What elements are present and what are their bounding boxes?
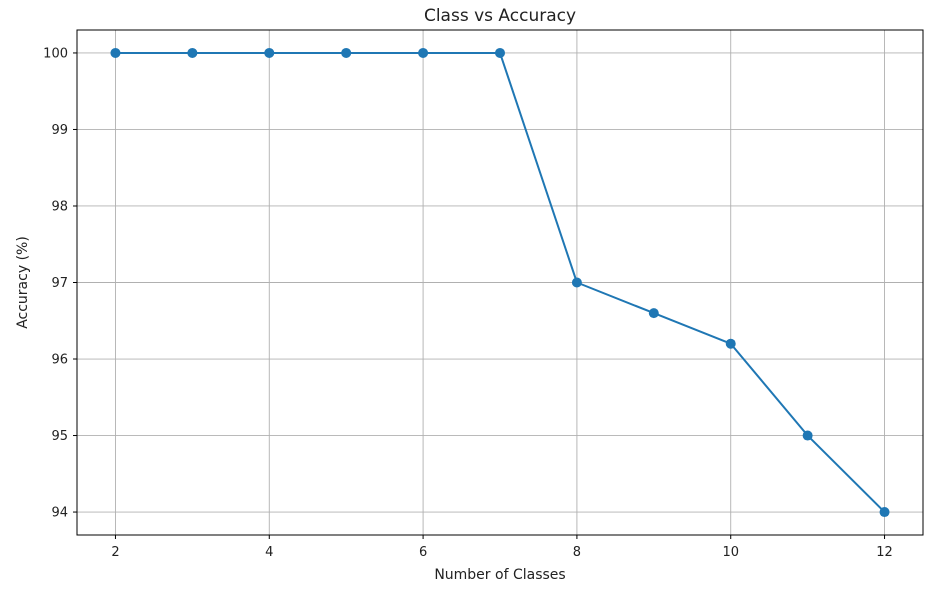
x-tick-label: 12	[876, 545, 893, 560]
y-tick-label: 96	[51, 353, 68, 368]
x-tick-label: 4	[265, 545, 273, 560]
chart-title: Class vs Accuracy	[424, 6, 576, 26]
y-tick-label: 97	[51, 276, 68, 291]
y-tick-label: 95	[51, 429, 68, 444]
data-point	[264, 47, 275, 58]
data-point	[725, 338, 736, 349]
y-tick-label: 99	[51, 123, 68, 138]
y-axis-title: Accuracy (%)	[15, 236, 31, 329]
data-point	[571, 277, 582, 288]
y-tick-label: 94	[51, 506, 68, 521]
data-point	[418, 47, 429, 58]
x-axis-title: Number of Classes	[434, 567, 565, 583]
x-tick-label: 8	[573, 545, 581, 560]
y-tick-label: 100	[43, 46, 68, 61]
data-point	[341, 47, 352, 58]
y-tick-label: 98	[51, 199, 68, 214]
data-point	[187, 47, 198, 58]
axis-ticks: 2 4 6 8 10 12 94 95 96 97 98 99 100	[43, 46, 893, 560]
x-tick-label: 6	[419, 545, 427, 560]
data-point	[110, 47, 121, 58]
data-point	[495, 47, 505, 58]
data-point	[648, 308, 659, 319]
x-tick-label: 10	[722, 545, 739, 560]
data-series	[110, 47, 890, 518]
x-tick-label: 2	[111, 545, 119, 560]
data-point	[879, 507, 890, 518]
data-point	[802, 430, 813, 441]
